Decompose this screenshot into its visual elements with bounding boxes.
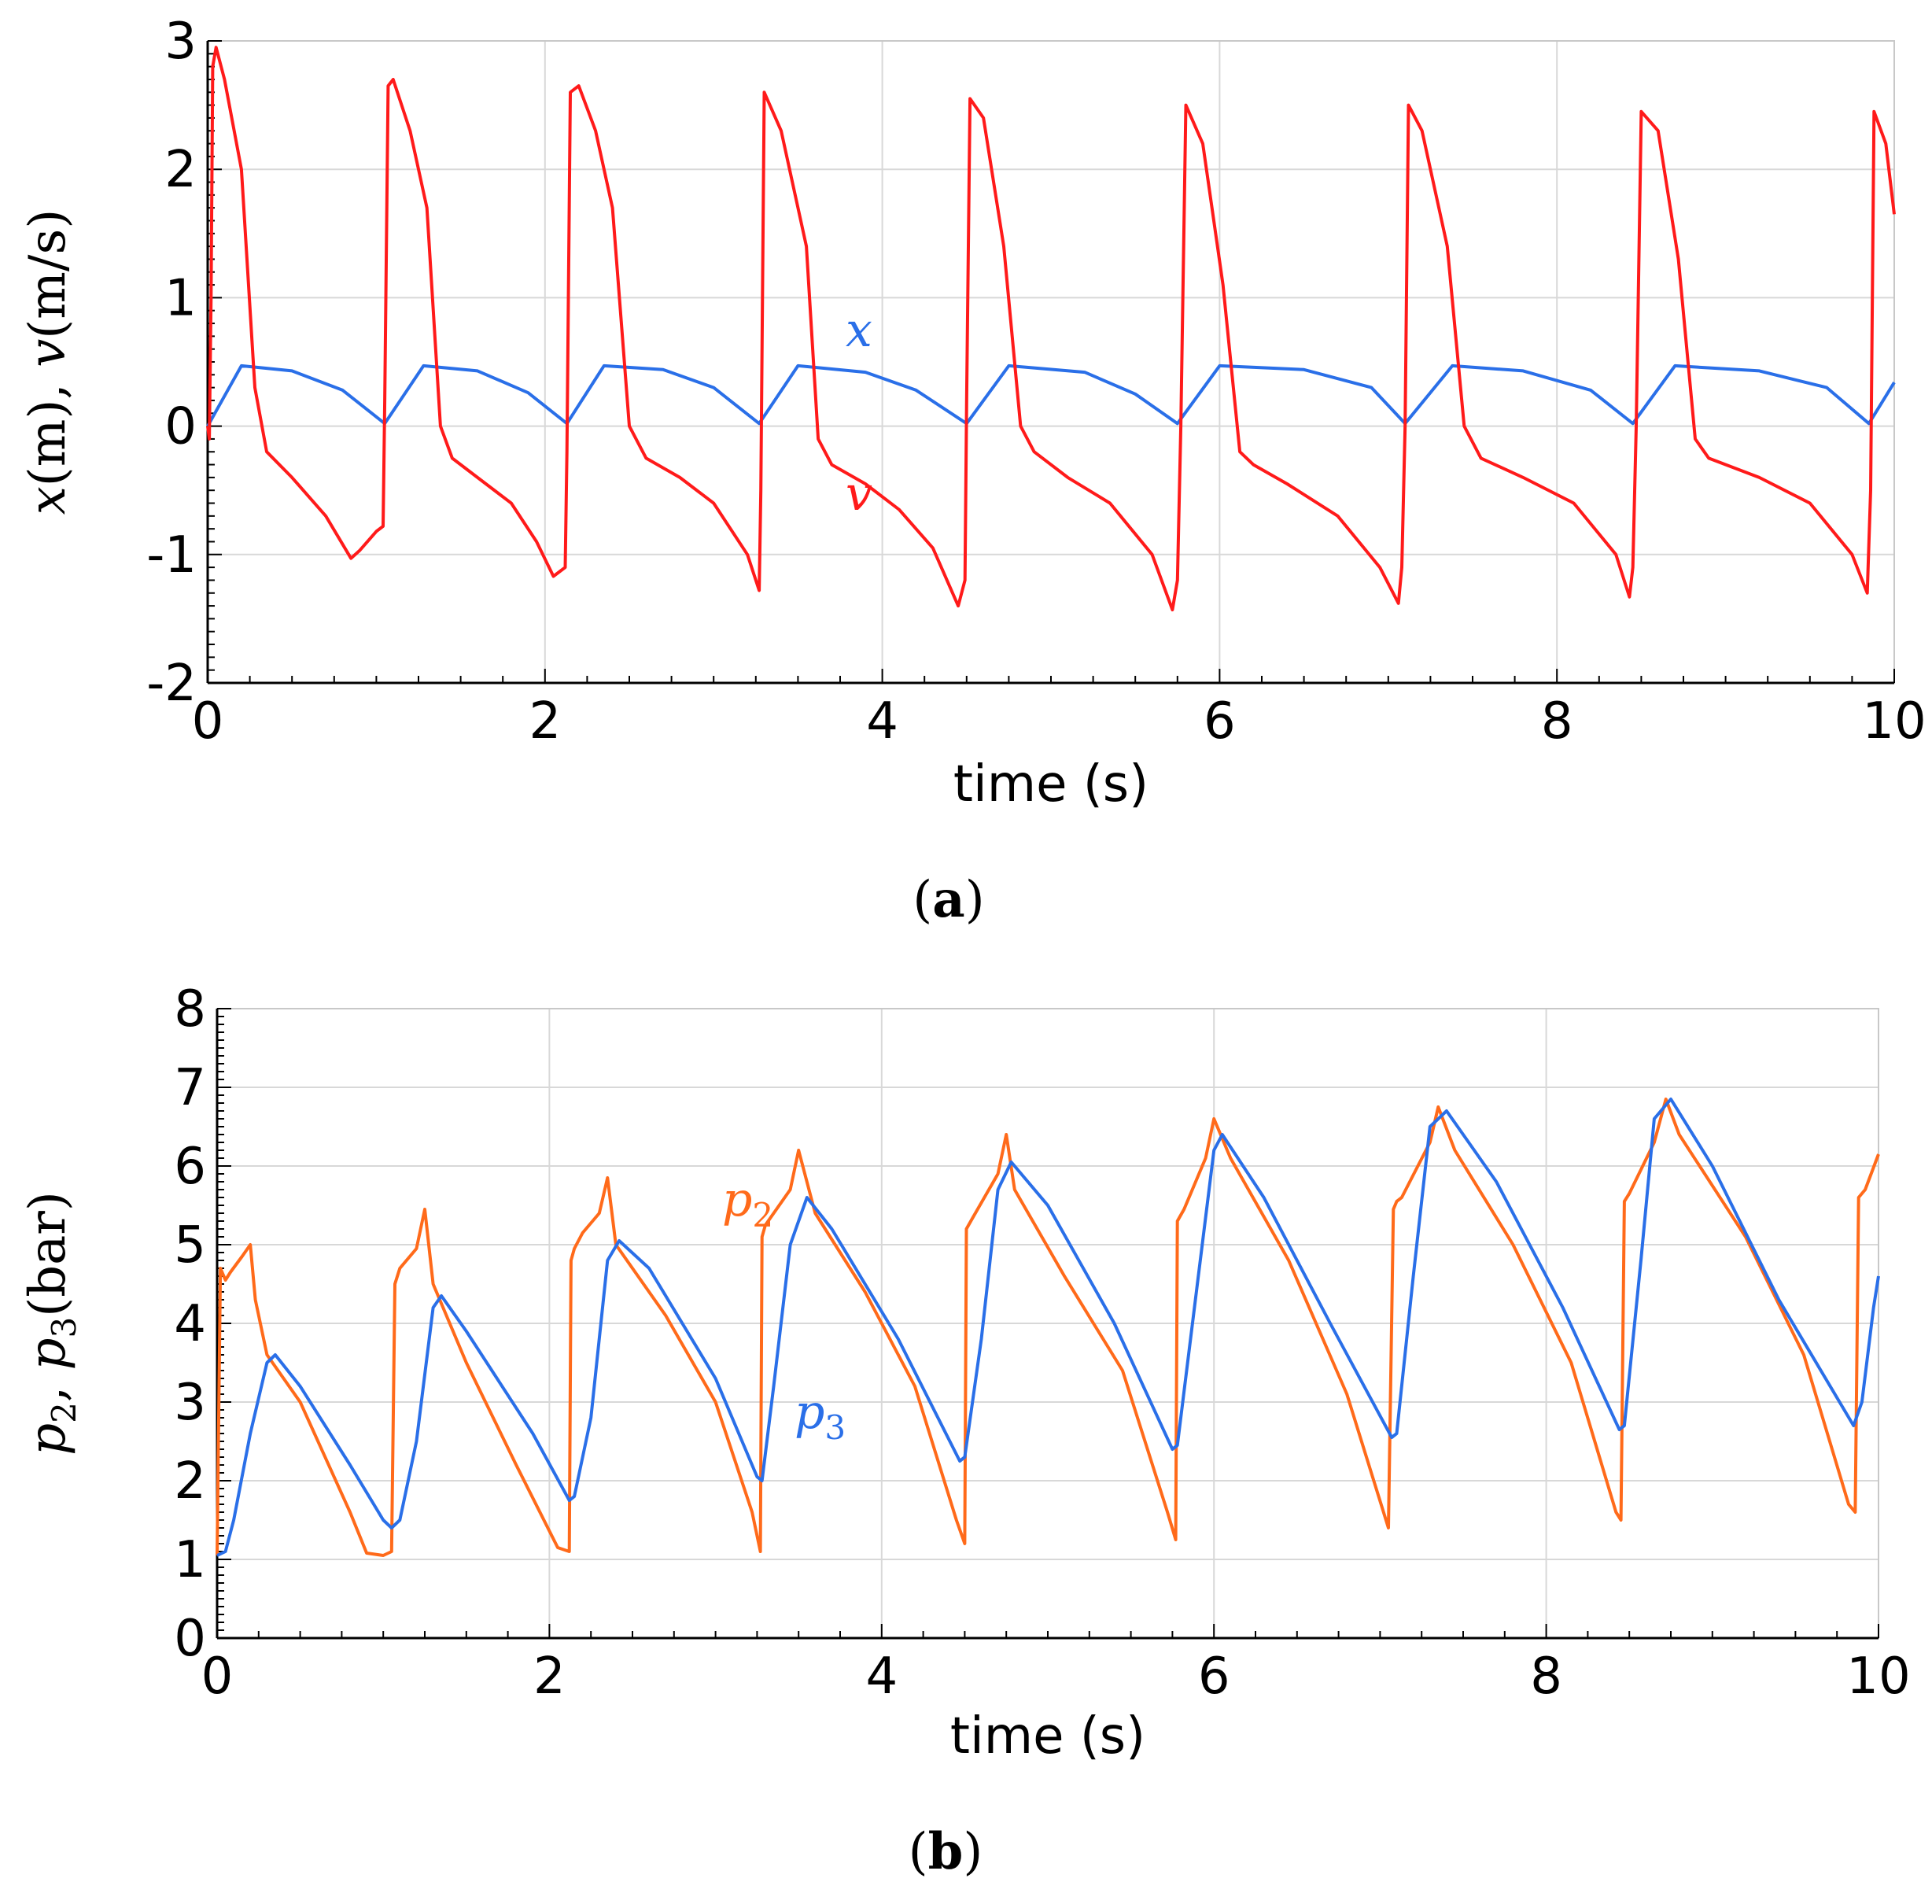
x-axis-title: time (s): [953, 755, 1149, 814]
y-tick-label: 2: [174, 1452, 206, 1511]
y-tick-label: 4: [174, 1295, 206, 1353]
y-tick-label: 3: [164, 13, 197, 71]
y-tick-label: 3: [174, 1374, 206, 1432]
x-tick-label: 6: [1204, 692, 1236, 751]
x-tick-label: 10: [1862, 692, 1926, 751]
x-axis-title: time (s): [950, 1707, 1145, 1766]
y-tick-label: -2: [146, 655, 197, 713]
y-axis-title: x(m), v(m/s): [19, 209, 77, 515]
series-line-p2: [216, 1098, 1880, 1557]
y-tick-label: 1: [164, 269, 197, 327]
series-line-v: [206, 46, 1896, 611]
y-tick-label: 8: [174, 980, 206, 1039]
series-line-p3: [216, 1098, 1880, 1557]
x-tick-label: 6: [1198, 1648, 1230, 1706]
panel-label: (b): [909, 1822, 983, 1881]
y-tick-label: 1: [174, 1531, 206, 1589]
x-tick-label: 4: [866, 692, 898, 751]
y-tick-label: 2: [164, 141, 197, 199]
x-tick-label: 2: [533, 1648, 566, 1706]
y-tick-label: -1: [146, 526, 197, 585]
series-label-p3: p3: [795, 1385, 846, 1447]
y-tick-label: 0: [174, 1610, 206, 1668]
x-tick-label: 0: [192, 692, 224, 751]
x-tick-label: 8: [1541, 692, 1573, 751]
y-tick-label: 7: [174, 1059, 206, 1117]
x-tick-label: 0: [201, 1648, 234, 1706]
panel-label: (a): [913, 870, 984, 929]
x-tick-label: 2: [529, 692, 561, 751]
y-tick-label: 5: [174, 1216, 206, 1275]
y-axis-title: p2, p3(bar): [19, 1191, 83, 1456]
series-label-x: x: [846, 303, 872, 358]
panel-b: 0 2 4 6 8 10 0 1 2 3 4 5 6 7 8 p2 p3 time (s) p2, p3(bar) (…: [19, 980, 1911, 1881]
series-label-v: v: [846, 467, 872, 522]
x-tick-label: 4: [865, 1648, 898, 1706]
panel-a: 0 2 4 6 8 10 -2 -1 0 1 2 3 x v time (s) x(m), v(m/s) (a): [19, 13, 1926, 929]
series-label-p2: p2: [722, 1172, 773, 1234]
y-tick-label: 6: [174, 1138, 206, 1196]
x-tick-label: 10: [1846, 1648, 1910, 1706]
y-tick-label: 0: [164, 398, 197, 456]
x-tick-label: 8: [1530, 1648, 1562, 1706]
series-line-x: [206, 363, 1896, 427]
